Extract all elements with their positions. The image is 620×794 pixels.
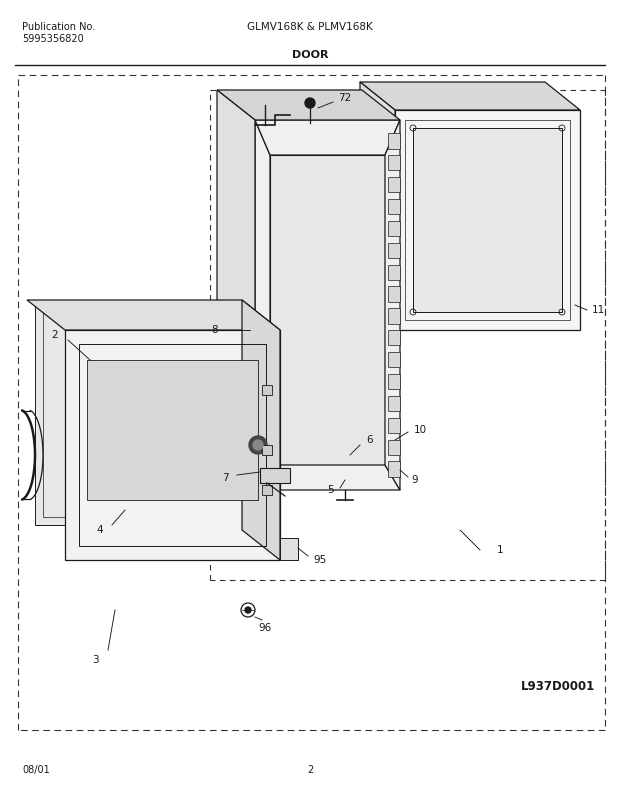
- Bar: [388, 133, 400, 148]
- Text: 7: 7: [222, 473, 228, 483]
- Circle shape: [245, 607, 251, 613]
- Text: 96: 96: [259, 623, 272, 633]
- Text: 3: 3: [92, 655, 99, 665]
- Bar: [388, 287, 400, 302]
- Polygon shape: [413, 128, 562, 312]
- Bar: [388, 308, 400, 324]
- Text: 95: 95: [313, 555, 327, 565]
- Polygon shape: [255, 465, 400, 490]
- Bar: [388, 199, 400, 214]
- Bar: [388, 440, 400, 455]
- Text: 72: 72: [339, 93, 352, 103]
- Text: GLMV168K & PLMV168K: GLMV168K & PLMV168K: [247, 22, 373, 32]
- Text: 9: 9: [412, 475, 418, 485]
- Bar: [388, 243, 400, 258]
- Bar: [388, 221, 400, 236]
- Text: 5995356820: 5995356820: [22, 34, 84, 44]
- Text: 2: 2: [51, 330, 58, 340]
- Polygon shape: [360, 82, 580, 110]
- Polygon shape: [255, 120, 270, 490]
- Polygon shape: [35, 305, 234, 525]
- Text: Publication No.: Publication No.: [22, 22, 95, 32]
- Polygon shape: [27, 300, 280, 330]
- Text: L937D0001: L937D0001: [521, 680, 595, 693]
- Circle shape: [249, 436, 267, 454]
- Circle shape: [253, 440, 263, 450]
- Bar: [388, 330, 400, 345]
- Bar: [388, 264, 400, 279]
- Text: DOOR: DOOR: [292, 50, 328, 60]
- Bar: [388, 395, 400, 411]
- Text: 8: 8: [211, 325, 218, 335]
- Bar: [388, 155, 400, 171]
- Text: 1: 1: [497, 545, 503, 555]
- Polygon shape: [65, 330, 280, 560]
- Text: 4: 4: [97, 525, 104, 535]
- Polygon shape: [360, 82, 395, 330]
- Bar: [388, 461, 400, 476]
- Polygon shape: [395, 110, 580, 330]
- Text: 08/01: 08/01: [22, 765, 50, 775]
- Text: 5: 5: [327, 485, 334, 495]
- Polygon shape: [87, 360, 258, 500]
- Polygon shape: [260, 468, 290, 483]
- Circle shape: [305, 98, 315, 108]
- Bar: [388, 352, 400, 368]
- Bar: [262, 485, 272, 495]
- Bar: [262, 445, 272, 455]
- Text: 6: 6: [366, 435, 373, 445]
- Text: 10: 10: [414, 425, 427, 435]
- Bar: [388, 177, 400, 192]
- Text: 11: 11: [591, 305, 604, 315]
- Polygon shape: [385, 120, 400, 490]
- Text: 2: 2: [307, 765, 313, 775]
- Polygon shape: [217, 90, 400, 120]
- Polygon shape: [270, 155, 385, 465]
- Polygon shape: [217, 90, 255, 490]
- Bar: [280, 538, 298, 560]
- Bar: [388, 418, 400, 433]
- Bar: [262, 385, 272, 395]
- Bar: [388, 374, 400, 389]
- Polygon shape: [242, 300, 280, 560]
- Polygon shape: [255, 120, 400, 155]
